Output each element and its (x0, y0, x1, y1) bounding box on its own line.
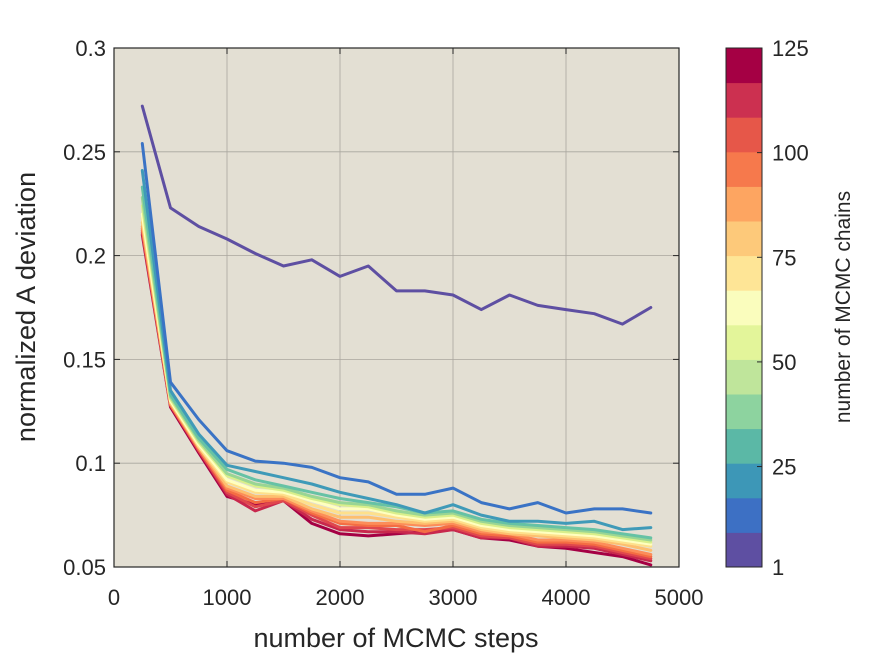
plot-frame (113, 47, 680, 568)
colorbar-tick-label: 75 (772, 245, 796, 270)
colorbar-tick-label: 1 (772, 555, 784, 580)
colorbar-segment (726, 532, 762, 568)
colorbar-segment (726, 497, 762, 533)
y-axis-ticks: 0.05 0.1 0.15 0.2 0.25 0.3 (63, 36, 679, 580)
colorbar-tick-label: 50 (772, 350, 796, 375)
x-tick-label: 2000 (316, 585, 365, 610)
y-tick-label: 0.25 (63, 140, 106, 165)
colorbar-segment (726, 324, 762, 360)
y-tick-label: 0.3 (75, 36, 106, 61)
colorbar-segment (726, 255, 762, 291)
x-axis-ticks: 0 1000 2000 3000 4000 5000 (108, 48, 704, 610)
series-line-125 (140, 233, 653, 567)
series-line-10 (140, 142, 653, 515)
colorbar-tick-label: 125 (772, 36, 809, 61)
x-tick-label: 5000 (655, 585, 704, 610)
colorbar (725, 47, 763, 568)
colorbar-segment (726, 359, 762, 395)
series-line-70 (140, 216, 653, 548)
colorbar-segment (726, 221, 762, 257)
series-line-100 (140, 227, 653, 559)
y-tick-label: 0.05 (63, 555, 106, 580)
series-line-50 (140, 204, 653, 544)
series-line-20 (140, 169, 653, 532)
colorbar-segment (726, 394, 762, 430)
x-tick-label: 1000 (203, 585, 252, 610)
colorbar-segment (726, 290, 762, 326)
series-line-80 (140, 220, 653, 552)
colorbar-frame (725, 47, 763, 568)
colorbar-tick-label: 100 (772, 141, 809, 166)
colorbar-label: number of MCMC chains (832, 191, 855, 423)
y-tick-label: 0.15 (63, 347, 106, 372)
series-line-1 (140, 104, 653, 326)
y-axis-label: normalized A deviation (11, 172, 41, 442)
series-line-60 (140, 212, 653, 546)
y-tick-label: 0.1 (75, 451, 106, 476)
series-line-90 (140, 225, 653, 556)
x-axis-label: number of MCMC steps (253, 623, 538, 653)
series-line-30 (140, 185, 653, 540)
colorbar-segment (726, 428, 762, 464)
plot-area (114, 48, 679, 567)
y-tick-label: 0.2 (75, 244, 106, 269)
series-line-40 (140, 196, 653, 542)
series-layer (140, 104, 653, 567)
x-tick-label: 0 (108, 585, 120, 610)
colorbar-segment (726, 151, 762, 187)
x-tick-label: 3000 (429, 585, 478, 610)
colorbar-segment (726, 82, 762, 118)
series-line-120 (140, 231, 653, 563)
series-line-110 (140, 229, 653, 561)
colorbar-segment (726, 186, 762, 222)
colorbar-segment (726, 463, 762, 499)
colorbar-segment (726, 117, 762, 153)
colorbar-segment (726, 48, 762, 84)
x-tick-label: 4000 (542, 585, 591, 610)
colorbar-tick-label: 25 (772, 455, 796, 480)
